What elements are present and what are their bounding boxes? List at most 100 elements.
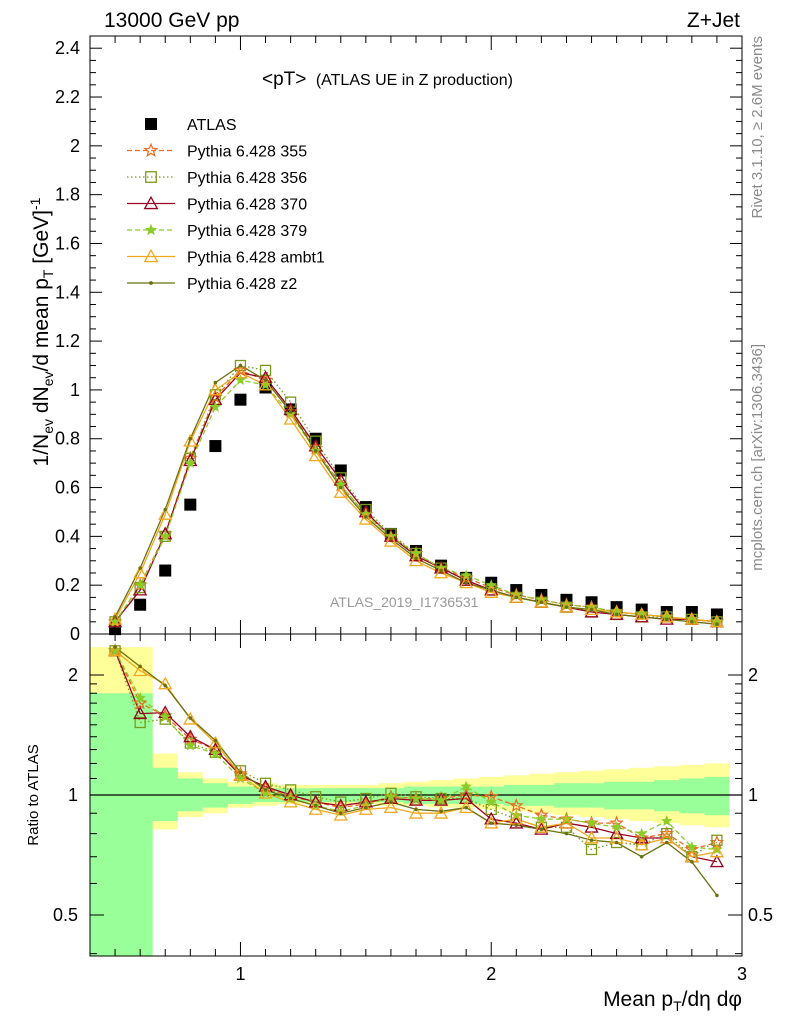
main-point-p379 bbox=[410, 547, 422, 559]
legend-label: Pythia 6.428 ambt1 bbox=[187, 250, 325, 267]
main-line-p379 bbox=[114, 379, 717, 623]
legend-marker bbox=[143, 195, 159, 210]
main-point-z2 bbox=[364, 515, 368, 519]
main-point-z2 bbox=[439, 568, 443, 573]
main-point-ambt1 bbox=[709, 614, 725, 628]
ratio-point-ambt1 bbox=[333, 807, 348, 821]
main-point-z2 bbox=[564, 605, 569, 609]
main-title-rest: (ATLAS UE in Z production) bbox=[316, 72, 513, 89]
x-tick-label: 1 bbox=[235, 964, 245, 984]
main-y-tick-label: 1 bbox=[70, 380, 80, 400]
main-y-tick-label: 1.4 bbox=[55, 282, 80, 302]
main-point-p355 bbox=[233, 362, 248, 377]
main-point-ambt1 bbox=[358, 511, 373, 525]
main-line-z2 bbox=[114, 364, 717, 625]
ratio-y-tick-label-right: 0.5 bbox=[748, 905, 773, 925]
ratio-point-z2 bbox=[389, 800, 393, 804]
ratio-point-z2 bbox=[589, 838, 594, 843]
ratio-point-z2 bbox=[263, 788, 268, 792]
main-point-z2 bbox=[263, 378, 268, 382]
legend-label: Pythia 6.428 z2 bbox=[187, 276, 297, 293]
main-series-lines bbox=[114, 364, 717, 625]
main-point-z2 bbox=[614, 612, 619, 617]
ratio-point-z2 bbox=[564, 831, 569, 836]
ratio-point-p379 bbox=[410, 792, 422, 804]
main-point-ambt1 bbox=[208, 382, 223, 396]
ratio-point-p355 bbox=[132, 695, 148, 710]
ratio-point-z2 bbox=[113, 645, 117, 649]
legend-item-atlas: ATLAS bbox=[145, 117, 237, 134]
main-point-ambt1 bbox=[333, 485, 348, 498]
main-point-ambt1 bbox=[107, 612, 123, 625]
main-point-atlas bbox=[134, 598, 147, 611]
ratio-y-axis-ticks: 0.5 0.5 1 1 2 2 bbox=[53, 665, 773, 955]
main-point-ambt1 bbox=[484, 585, 499, 598]
main-point-z2 bbox=[288, 410, 293, 414]
legend-item-ambt1: Pythia 6.428 ambt1 bbox=[127, 248, 325, 267]
legend-item-z2: Pythia 6.428 z2 bbox=[127, 276, 297, 293]
main-point-p356 bbox=[284, 396, 297, 408]
ratio-point-z2 bbox=[514, 823, 519, 827]
ratio-point-z2 bbox=[614, 840, 619, 845]
ratio-point-p379 bbox=[610, 821, 623, 833]
legend-label: Pythia 6.428 355 bbox=[187, 144, 307, 161]
ratio-point-z2 bbox=[464, 805, 468, 810]
legend-marker bbox=[143, 248, 159, 263]
ratio-y-tick-label-right: 1 bbox=[748, 785, 758, 805]
main-y-axis-ticks: 0 0.2 0.4 0.6 0.8 1 1.2 1.4 1.6 1.8 2 2.2 2.4 bbox=[55, 35, 742, 644]
ratio-point-p370 bbox=[408, 792, 424, 806]
x-tick-label: 3 bbox=[737, 964, 747, 984]
main-point-ambt1 bbox=[308, 448, 323, 462]
main-point-ambt1 bbox=[283, 411, 298, 425]
main-y-tick-label: 0.8 bbox=[55, 429, 80, 449]
main-point-p379 bbox=[636, 608, 648, 620]
legend-item-p370: Pythia 6.428 370 bbox=[127, 195, 307, 214]
main-point-p379 bbox=[661, 610, 673, 622]
mcplots-info: mcplots.cern.ch [arXiv:1306.3436] bbox=[749, 344, 766, 571]
main-point-ambt1 bbox=[609, 604, 624, 618]
main-point-atlas bbox=[209, 440, 222, 453]
ratio-point-p356 bbox=[134, 716, 146, 729]
main-point-p356 bbox=[259, 364, 272, 377]
main-point-z2 bbox=[213, 380, 218, 385]
ratio-point-p370 bbox=[609, 826, 624, 840]
main-point-p379 bbox=[485, 579, 497, 590]
main-point-p379 bbox=[234, 374, 247, 385]
main-point-ambt1 bbox=[183, 433, 198, 447]
main-point-z2 bbox=[389, 537, 393, 541]
ratio-point-ambt1 bbox=[459, 800, 474, 814]
ratio-line-p379 bbox=[114, 650, 717, 851]
ratio-point-z2 bbox=[338, 811, 343, 816]
ratio-panel: 0.5 0.5 1 1 2 2 1 2 3 bbox=[53, 633, 773, 984]
ratio-point-ambt1 bbox=[383, 800, 399, 814]
main-y-tick-label: 1.6 bbox=[55, 233, 80, 253]
ratio-point-z2 bbox=[414, 807, 418, 812]
main-point-ambt1 bbox=[509, 590, 524, 603]
ratio-point-p370 bbox=[459, 791, 474, 804]
main-point-z2 bbox=[639, 615, 644, 619]
legend: ATLAS Pythia 6.428 355 Pythia 6.428 356 Pyt… bbox=[127, 117, 325, 293]
ratio-point-p355 bbox=[634, 830, 649, 845]
main-y-tick-label: 0 bbox=[70, 624, 80, 644]
ratio-series-markers bbox=[107, 643, 725, 898]
ratio-point-ambt1 bbox=[534, 819, 549, 833]
main-y-tick-label: 2.4 bbox=[55, 38, 80, 58]
main-y-tick-label: 0.6 bbox=[55, 478, 80, 498]
main-point-p379 bbox=[184, 457, 196, 468]
main-point-p379 bbox=[460, 569, 472, 581]
main-y-tick-label: 2.2 bbox=[55, 87, 80, 107]
main-point-z2 bbox=[464, 580, 468, 585]
ratio-point-p379 bbox=[209, 747, 222, 759]
main-point-ambt1 bbox=[559, 599, 574, 613]
ratio-point-z2 bbox=[163, 683, 168, 688]
main-series-markers bbox=[107, 359, 725, 636]
ratio-point-ambt1 bbox=[208, 735, 223, 749]
main-y-tick-label: 0.4 bbox=[55, 526, 80, 546]
legend-item-p355: Pythia 6.428 355 bbox=[127, 142, 307, 161]
legend-label: Pythia 6.428 356 bbox=[187, 170, 307, 187]
ratio-point-p379 bbox=[686, 841, 698, 852]
ratio-point-p356 bbox=[661, 827, 673, 840]
ratio-point-z2 bbox=[715, 893, 719, 898]
legend-label: Pythia 6.428 370 bbox=[187, 197, 307, 214]
